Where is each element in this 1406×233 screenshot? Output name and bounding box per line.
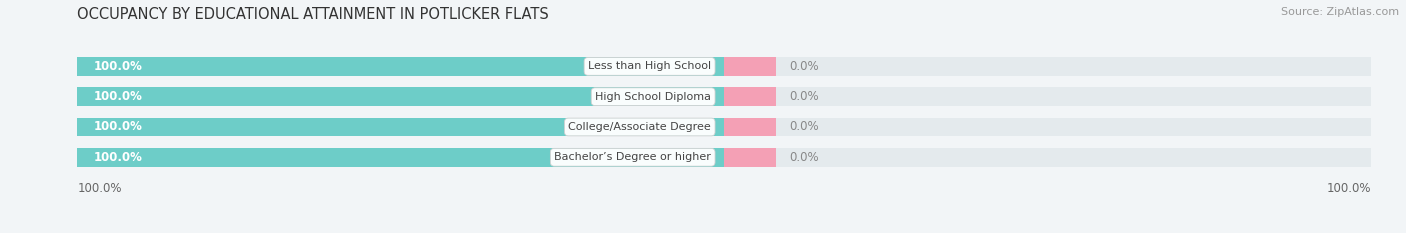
- Text: 0.0%: 0.0%: [789, 120, 818, 134]
- Bar: [77, 57, 724, 76]
- Bar: [77, 118, 724, 136]
- Bar: [77, 87, 1371, 106]
- Bar: [77, 57, 1371, 76]
- Bar: [724, 148, 776, 167]
- Text: College/Associate Degree: College/Associate Degree: [568, 122, 711, 132]
- Text: 0.0%: 0.0%: [789, 90, 818, 103]
- Text: OCCUPANCY BY EDUCATIONAL ATTAINMENT IN POTLICKER FLATS: OCCUPANCY BY EDUCATIONAL ATTAINMENT IN P…: [77, 7, 550, 22]
- Bar: [77, 118, 1371, 136]
- Text: 100.0%: 100.0%: [93, 60, 142, 73]
- Legend: Owner-occupied, Renter-occupied: Owner-occupied, Renter-occupied: [603, 231, 845, 233]
- Text: 100.0%: 100.0%: [77, 182, 122, 195]
- Text: Less than High School: Less than High School: [588, 62, 711, 71]
- Bar: [77, 87, 724, 106]
- Bar: [77, 148, 724, 167]
- Text: Bachelor’s Degree or higher: Bachelor’s Degree or higher: [554, 152, 711, 162]
- Text: High School Diploma: High School Diploma: [595, 92, 711, 102]
- Text: 100.0%: 100.0%: [93, 90, 142, 103]
- Bar: [77, 148, 1371, 167]
- Text: Source: ZipAtlas.com: Source: ZipAtlas.com: [1281, 7, 1399, 17]
- Bar: [724, 118, 776, 136]
- Text: 0.0%: 0.0%: [789, 151, 818, 164]
- Text: 100.0%: 100.0%: [93, 120, 142, 134]
- Bar: [724, 87, 776, 106]
- Text: 100.0%: 100.0%: [93, 151, 142, 164]
- Text: 100.0%: 100.0%: [1326, 182, 1371, 195]
- Bar: [724, 57, 776, 76]
- Text: 0.0%: 0.0%: [789, 60, 818, 73]
